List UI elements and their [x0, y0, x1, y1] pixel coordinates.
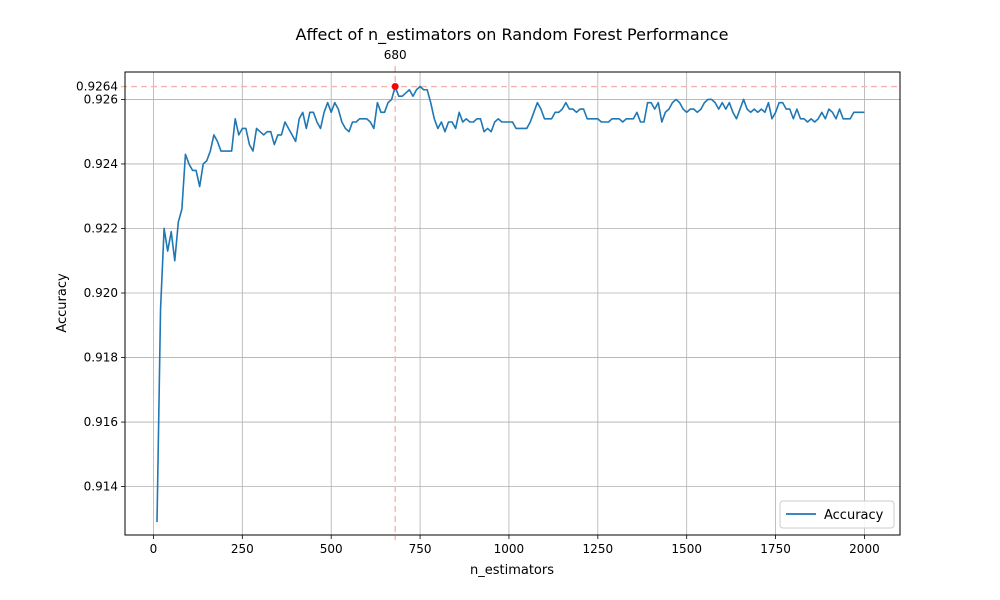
legend-label-accuracy: Accuracy	[824, 508, 884, 523]
x-tick-label: 1750	[760, 542, 791, 556]
x-tick-label: 750	[409, 542, 432, 556]
series-line-accuracy	[156, 85, 865, 523]
x-tick-label: 2000	[849, 542, 880, 556]
x-tick-label: 1250	[583, 542, 614, 556]
y-tick-label: 0.922	[84, 221, 118, 235]
x-tick-label: 0	[150, 542, 158, 556]
y-tick-label: 0.914	[84, 480, 118, 494]
x-tick-label: 1000	[494, 542, 525, 556]
best-point-marker	[391, 83, 399, 91]
y-axis-ticks: 0.914 0.916 0.918 0.920 0.922 0.924 0.926	[84, 92, 125, 494]
best-point-x-label: 680	[384, 48, 407, 62]
x-tick-label: 250	[231, 542, 254, 556]
x-tick-label: 1500	[671, 542, 702, 556]
plot-area-frame	[124, 71, 901, 536]
reference-lines	[121, 66, 900, 540]
y-tick-label: 0.918	[84, 351, 118, 365]
best-point-y-label: 0.9264	[76, 80, 118, 94]
y-tick-label: 0.916	[84, 415, 118, 429]
x-axis-ticks: 0 250 500 750 1000 1250 1500 1750 2000	[150, 535, 880, 556]
y-tick-label: 0.920	[84, 286, 118, 300]
chart-title: Affect of n_estimators on Random Forest …	[296, 25, 729, 45]
x-tick-label: 500	[320, 542, 343, 556]
y-tick-label: 0.926	[84, 92, 118, 106]
best-point-layer	[391, 83, 399, 91]
y-tick-label: 0.924	[84, 157, 118, 171]
legend-box	[779, 500, 895, 529]
y-axis-label: Accuracy	[55, 273, 70, 333]
x-axis-label: n_estimators	[470, 563, 554, 578]
series-layer	[156, 85, 865, 523]
legend: Accuracy	[779, 500, 895, 529]
grid	[125, 72, 900, 535]
